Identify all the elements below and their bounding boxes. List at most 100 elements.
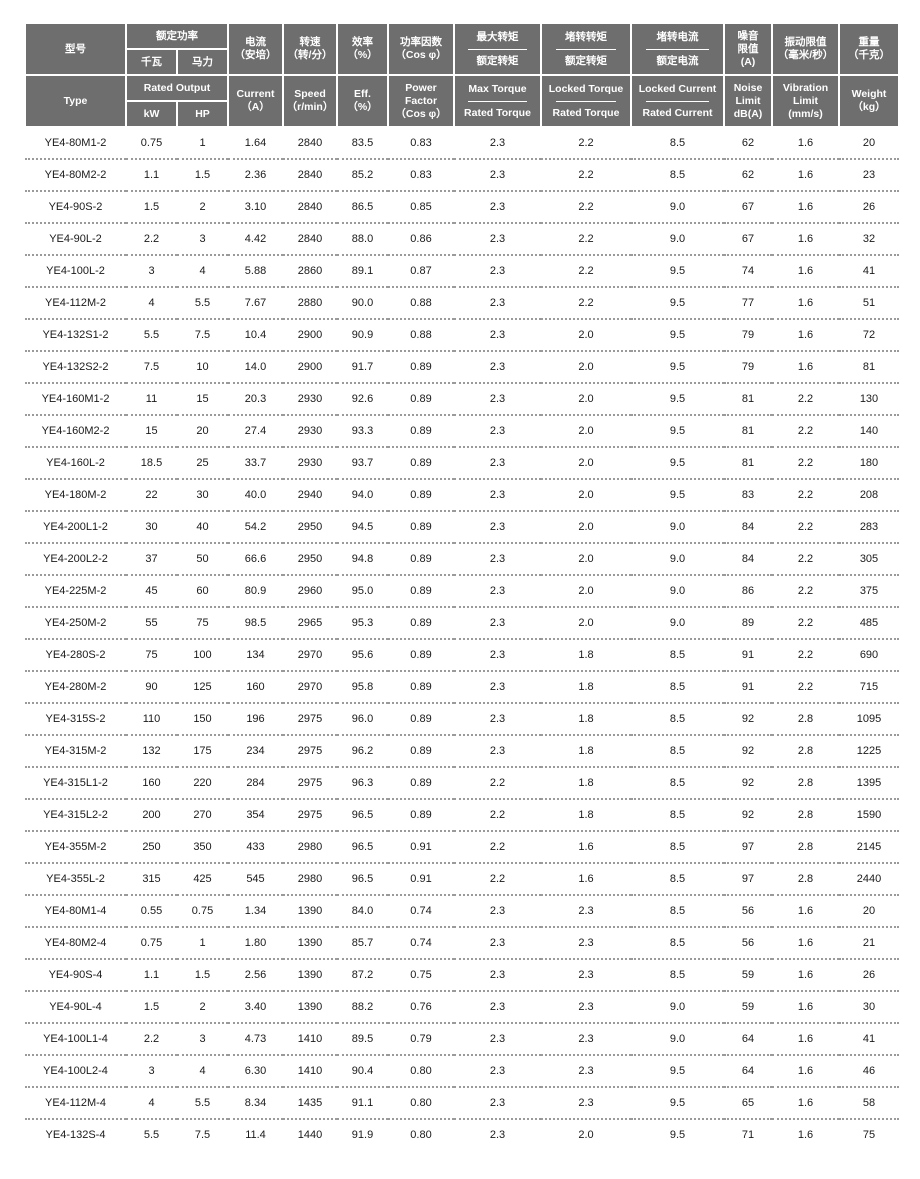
- cell-locked-current-ratio: 8.5: [631, 959, 724, 992]
- cell-eff: 89.5: [337, 1023, 388, 1056]
- cell-max-torque-ratio: 2.3: [454, 447, 541, 480]
- fraction-bar: [555, 100, 617, 102]
- cell-hp: 1: [177, 927, 228, 960]
- cell-locked-current-ratio: 8.5: [631, 703, 724, 736]
- cell-eff: 89.1: [337, 255, 388, 288]
- cell-locked-torque-ratio: 2.0: [541, 447, 631, 480]
- cell-eff: 95.6: [337, 639, 388, 672]
- cell-current: 98.5: [228, 607, 283, 640]
- cell-power-factor: 0.88: [388, 319, 454, 352]
- table-row: YE4-132S1-2 5.5 7.5 10.4 2900 90.9 0.88 2.3 2.0 9…: [25, 319, 899, 352]
- cell-weight: 21: [839, 927, 899, 960]
- cell-vibration: 1.6: [772, 159, 839, 192]
- table-row: YE4-80M2-4 0.75 1 1.80 1390 85.7 0.74 2.3 2.3 8.5…: [25, 927, 899, 960]
- cell-vibration: 1.6: [772, 191, 839, 224]
- cell-hp: 3: [177, 1023, 228, 1056]
- table-row: YE4-180M-2 22 30 40.0 2940 94.0 0.89 2.3 2.0 9.5 8…: [25, 479, 899, 512]
- cell-kw: 90: [126, 671, 177, 704]
- cell-locked-current-ratio: 9.0: [631, 607, 724, 640]
- cell-type: YE4-80M1-4: [25, 895, 126, 928]
- cell-locked-current-ratio: 9.0: [631, 191, 724, 224]
- cell-kw: 4: [126, 1087, 177, 1120]
- cell-noise: 91: [724, 671, 772, 704]
- header-kw-cn: 千瓦: [125, 48, 178, 76]
- label: Weight: [851, 88, 887, 100]
- cell-locked-torque-ratio: 1.8: [541, 767, 631, 800]
- cell-kw: 1.1: [126, 959, 177, 992]
- cell-current: 2.36: [228, 159, 283, 192]
- cell-type: YE4-315L1-2: [25, 767, 126, 800]
- cell-locked-torque-ratio: 2.0: [541, 543, 631, 576]
- cell-weight: 72: [839, 319, 899, 352]
- cell-speed: 1435: [283, 1087, 337, 1120]
- table-row: YE4-100L1-4 2.2 3 4.73 1410 89.5 0.79 2.3 2.3 9.0…: [25, 1023, 899, 1056]
- cell-current: 2.56: [228, 959, 283, 992]
- cell-max-torque-ratio: 2.3: [454, 703, 541, 736]
- cell-vibration: 2.2: [772, 383, 839, 416]
- cell-current: 40.0: [228, 479, 283, 512]
- denominator: Rated Torque: [464, 106, 531, 119]
- table-row: YE4-80M1-2 0.75 1 1.64 2840 83.5 0.83 2.3 2.2 8.5…: [25, 127, 899, 160]
- cell-locked-current-ratio: 8.5: [631, 831, 724, 864]
- cell-speed: 2930: [283, 415, 337, 448]
- unit: （kg）: [852, 101, 886, 113]
- unit: （Cos φ）: [395, 49, 447, 61]
- header-vibration-cn: 振动限值 （毫米/秒）: [771, 22, 840, 76]
- cell-kw: 5.5: [143, 1129, 160, 1141]
- cell-eff: 94.8: [337, 543, 388, 576]
- cell-eff: 90.4: [337, 1055, 388, 1088]
- cell-locked-current-ratio: 9.0: [631, 543, 724, 576]
- cell-noise: 64: [724, 1055, 772, 1088]
- cell-power-factor: 0.88: [388, 287, 454, 320]
- unit: dB(A): [733, 107, 763, 120]
- cell-weight: 20: [839, 895, 899, 928]
- cell-speed: 2980: [283, 831, 337, 864]
- cell-locked-current-ratio: 8.5: [631, 927, 724, 960]
- cell-current: 134: [228, 639, 283, 672]
- cell-type: YE4-180M-2: [25, 479, 126, 512]
- cell-power-factor: 0.89: [388, 511, 454, 544]
- header-locked-torque-cn: 堵转转矩 额定转矩: [540, 22, 632, 76]
- cell-kw: 1.5: [126, 991, 177, 1024]
- cell-hp: 10: [177, 351, 228, 384]
- cell-noise: 84: [724, 511, 772, 544]
- cell-max-torque-ratio: 2.3: [454, 959, 541, 992]
- cell-vibration: 2.8: [772, 831, 839, 864]
- cell-eff: 88.2: [337, 991, 388, 1024]
- cell-type: YE4-100L2-4: [25, 1055, 126, 1088]
- cell-kw: 15: [126, 415, 177, 448]
- cell-noise: 92: [724, 735, 772, 768]
- cell-eff: 85.2: [337, 159, 388, 192]
- header-weight-en: Weight （kg）: [838, 74, 900, 128]
- cell-locked-current-ratio: 8.5: [631, 671, 724, 704]
- cell-kw: 0.75: [126, 127, 177, 160]
- cell-vibration: 1.6: [772, 1023, 839, 1056]
- cell-max-torque-ratio: 2.3: [454, 351, 541, 384]
- cell-weight: 41: [839, 255, 899, 288]
- label: Current: [236, 88, 275, 100]
- table-row: YE4-80M2-2 1.1 1.5 2.36 2840 85.2 0.83 2.3 2.2 8.…: [25, 159, 899, 192]
- header-noise-en: Noise Limit dB(A): [723, 74, 773, 128]
- cell-type: YE4-100L1-4: [25, 1023, 126, 1056]
- denominator: 额定转矩: [565, 54, 607, 67]
- cell-weight: 26: [839, 959, 899, 992]
- cell-speed: 2980: [283, 863, 337, 896]
- cell-eff: 90.9: [337, 319, 388, 352]
- cell-eff: 96.5: [337, 831, 388, 864]
- cell-locked-current-ratio: 9.5: [631, 255, 724, 288]
- cell-weight: 46: [839, 1055, 899, 1088]
- cell-locked-current-ratio: 9.5: [631, 415, 724, 448]
- cell-locked-torque-ratio: 2.0: [578, 1129, 594, 1141]
- cell-max-torque-ratio: 2.3: [454, 287, 541, 320]
- cell-speed: 2840: [283, 159, 337, 192]
- label: 功率因数: [400, 36, 442, 48]
- cell-noise: 77: [724, 287, 772, 320]
- table-row: YE4-200L1-2 30 40 54.2 2950 94.5 0.89 2.3 2.0 9.0…: [25, 511, 899, 544]
- cell-eff: 91.9: [351, 1129, 374, 1141]
- unit: (mm/s): [788, 107, 823, 120]
- cell-max-torque-ratio: 2.3: [454, 671, 541, 704]
- cell-locked-torque-ratio: 2.3: [541, 1055, 631, 1088]
- table-body: YE4-80M1-2 0.75 1 1.64 2840 83.5 0.83 2.3 2.2 8.5…: [25, 127, 899, 1150]
- table-row: YE4-112M-2 4 5.5 7.67 2880 90.0 0.88 2.3 2.2 9.5 7…: [25, 287, 899, 320]
- cell-current: 3.10: [228, 191, 283, 224]
